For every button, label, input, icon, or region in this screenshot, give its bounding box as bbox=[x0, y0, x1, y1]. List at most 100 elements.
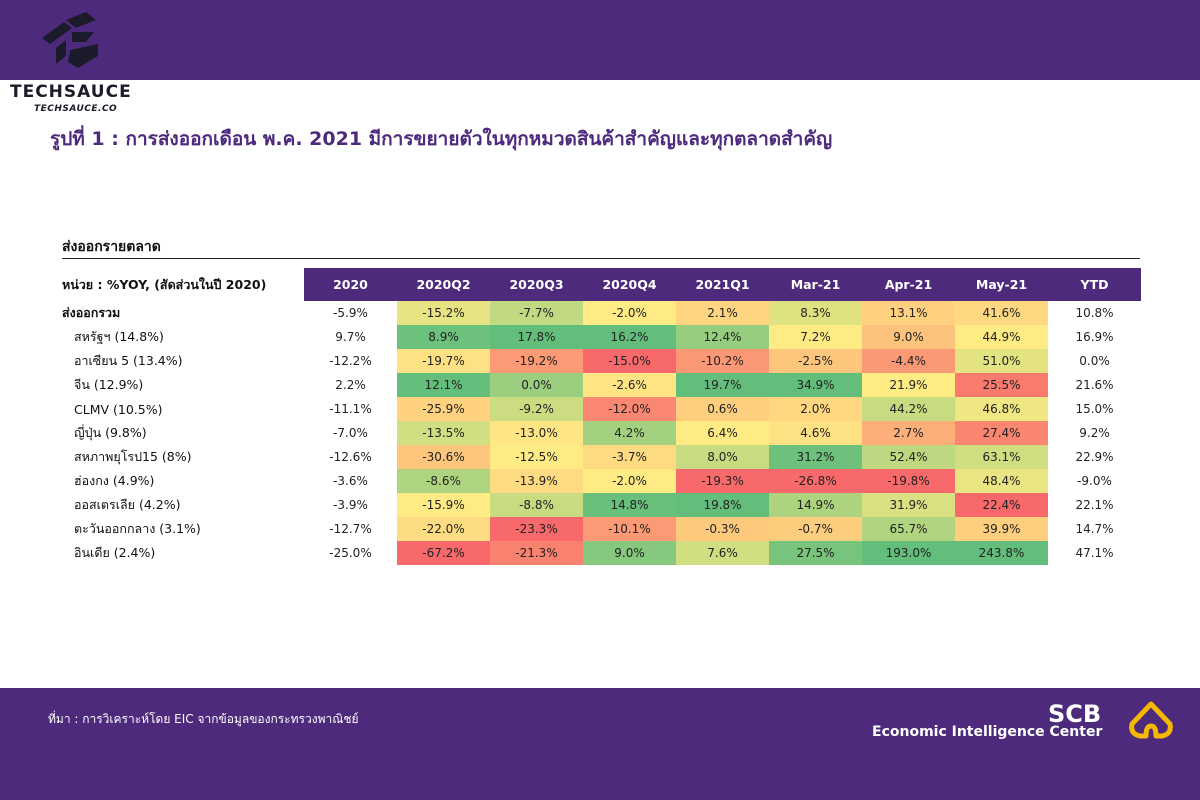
row-label: สหรัฐฯ (14.8%) bbox=[62, 325, 304, 349]
heat-cell: 9.0% bbox=[583, 541, 676, 565]
heat-cell: 15.0% bbox=[1075, 402, 1114, 416]
heat-cell: 8.0% bbox=[676, 445, 769, 469]
heat-cell: 31.2% bbox=[769, 445, 862, 469]
heat-cell: 193.0% bbox=[862, 541, 955, 565]
heat-cell: 0.0% bbox=[1079, 354, 1110, 368]
heat-cell: 8.9% bbox=[397, 325, 490, 349]
heat-cell: 47.1% bbox=[1075, 546, 1114, 560]
table-row: ออสเตรเลีย (4.2%) -3.9% -15.9% -8.8% 14.8% 19… bbox=[62, 493, 1141, 517]
unit-label: หน่วย : %YOY, (สัดส่วนในปี 2020) bbox=[62, 268, 304, 301]
heat-cell: 16.2% bbox=[583, 325, 676, 349]
column-header: May-21 bbox=[955, 268, 1048, 301]
column-header: 2020Q2 bbox=[397, 268, 490, 301]
heat-cell: 4.2% bbox=[583, 421, 676, 445]
column-header: 2020Q4 bbox=[583, 268, 676, 301]
column-header: 2020Q3 bbox=[490, 268, 583, 301]
heat-cell: -15.2% bbox=[397, 301, 490, 325]
table-row: CLMV (10.5%) -11.1% -25.9% -9.2% -12.0% 0.6% 2… bbox=[62, 397, 1141, 421]
heat-cell: -30.6% bbox=[397, 445, 490, 469]
row-label: จีน (12.9%) bbox=[62, 373, 304, 397]
figure-title: รูปที่ 1 : การส่งออกเดือน พ.ค. 2021 มีกา… bbox=[50, 128, 833, 150]
heat-cell: 17.8% bbox=[490, 325, 583, 349]
heat-cell: -8.8% bbox=[490, 493, 583, 517]
heat-cell: -0.7% bbox=[769, 517, 862, 541]
heat-cell: 10.8% bbox=[1075, 306, 1114, 320]
heat-cell: 31.9% bbox=[862, 493, 955, 517]
heat-cell: -5.9% bbox=[333, 306, 368, 320]
heat-cell: 2.2% bbox=[335, 378, 366, 392]
heat-cell: 2.0% bbox=[769, 397, 862, 421]
column-header: 2021Q1 bbox=[676, 268, 769, 301]
section-title: ส่งออกรายตลาด bbox=[62, 239, 161, 255]
heat-cell: 44.9% bbox=[955, 325, 1048, 349]
heat-cell: 243.8% bbox=[955, 541, 1048, 565]
heat-cell: -12.7% bbox=[329, 522, 372, 536]
eic-brand: Economic Intelligence Center bbox=[872, 724, 1103, 740]
heat-cell: 22.9% bbox=[1075, 450, 1114, 464]
scb-logo-icon bbox=[1129, 701, 1173, 739]
heat-cell: -3.7% bbox=[583, 445, 676, 469]
heat-cell: 48.4% bbox=[955, 469, 1048, 493]
heat-cell: 44.2% bbox=[862, 397, 955, 421]
heat-cell: -67.2% bbox=[397, 541, 490, 565]
heat-cell: -9.0% bbox=[1077, 474, 1112, 488]
heat-cell: -9.2% bbox=[490, 397, 583, 421]
heat-cell: 27.4% bbox=[955, 421, 1048, 445]
footer-band bbox=[0, 688, 1200, 800]
table-row: อินเดีย (2.4%) -25.0% -67.2% -21.3% 9.0% 7.6%… bbox=[62, 541, 1141, 565]
row-label: ออสเตรเลีย (4.2%) bbox=[62, 493, 304, 517]
heat-cell: -7.7% bbox=[490, 301, 583, 325]
heat-cell: -8.6% bbox=[397, 469, 490, 493]
column-header: Apr-21 bbox=[862, 268, 955, 301]
heat-cell: 16.9% bbox=[1075, 330, 1114, 344]
row-label: อาเซียน 5 (13.4%) bbox=[62, 349, 304, 373]
heat-cell: -7.0% bbox=[333, 426, 368, 440]
heat-cell: -10.2% bbox=[676, 349, 769, 373]
heat-cell: 0.0% bbox=[490, 373, 583, 397]
column-header: 2020 bbox=[304, 268, 397, 301]
table-row: อาเซียน 5 (13.4%) -12.2% -19.7% -19.2% -15.0… bbox=[62, 349, 1141, 373]
heat-cell: 0.6% bbox=[676, 397, 769, 421]
heat-cell: 19.7% bbox=[676, 373, 769, 397]
heat-cell: 25.5% bbox=[955, 373, 1048, 397]
heat-cell: -4.4% bbox=[862, 349, 955, 373]
heat-cell: 51.0% bbox=[955, 349, 1048, 373]
row-label: ส่งออกรวม bbox=[62, 301, 304, 325]
heat-cell: -15.0% bbox=[583, 349, 676, 373]
techsauce-logo-icon bbox=[42, 12, 98, 68]
heat-cell: 34.9% bbox=[769, 373, 862, 397]
row-label: ฮ่องกง (4.9%) bbox=[62, 469, 304, 493]
heat-cell: -12.0% bbox=[583, 397, 676, 421]
heat-cell: 39.9% bbox=[955, 517, 1048, 541]
heat-cell: 14.9% bbox=[769, 493, 862, 517]
heat-cell: 19.8% bbox=[676, 493, 769, 517]
heat-cell: 14.7% bbox=[1075, 522, 1114, 536]
heat-cell: -11.1% bbox=[329, 402, 372, 416]
heat-cell: 4.6% bbox=[769, 421, 862, 445]
heat-cell: -15.9% bbox=[397, 493, 490, 517]
heat-cell: -2.0% bbox=[583, 301, 676, 325]
heat-cell: -12.2% bbox=[329, 354, 372, 368]
heat-cell: -13.5% bbox=[397, 421, 490, 445]
heat-cell: -19.2% bbox=[490, 349, 583, 373]
heat-cell: 2.7% bbox=[862, 421, 955, 445]
heat-cell: 13.1% bbox=[862, 301, 955, 325]
scb-brand: SCB bbox=[1048, 700, 1102, 728]
brand-name: TECHSAUCE bbox=[10, 82, 132, 102]
heat-cell: 22.1% bbox=[1075, 498, 1114, 512]
heat-cell: 46.8% bbox=[955, 397, 1048, 421]
heat-cell: 63.1% bbox=[955, 445, 1048, 469]
heat-cell: 7.2% bbox=[769, 325, 862, 349]
heat-cell: 14.8% bbox=[583, 493, 676, 517]
heat-cell: -21.3% bbox=[490, 541, 583, 565]
heat-cell: 21.6% bbox=[1075, 378, 1114, 392]
heat-cell: 21.9% bbox=[862, 373, 955, 397]
column-header: Mar-21 bbox=[769, 268, 862, 301]
heat-cell: -2.5% bbox=[769, 349, 862, 373]
heat-cell: 9.7% bbox=[335, 330, 366, 344]
heat-cell: 12.1% bbox=[397, 373, 490, 397]
table-row: จีน (12.9%) 2.2% 12.1% 0.0% -2.6% 19.7% 34.9% 2… bbox=[62, 373, 1141, 397]
heat-cell: 12.4% bbox=[676, 325, 769, 349]
source-note: ที่มา : การวิเคราะห์โดย EIC จากข้อมูลของ… bbox=[48, 712, 359, 726]
section-divider bbox=[62, 258, 1140, 259]
